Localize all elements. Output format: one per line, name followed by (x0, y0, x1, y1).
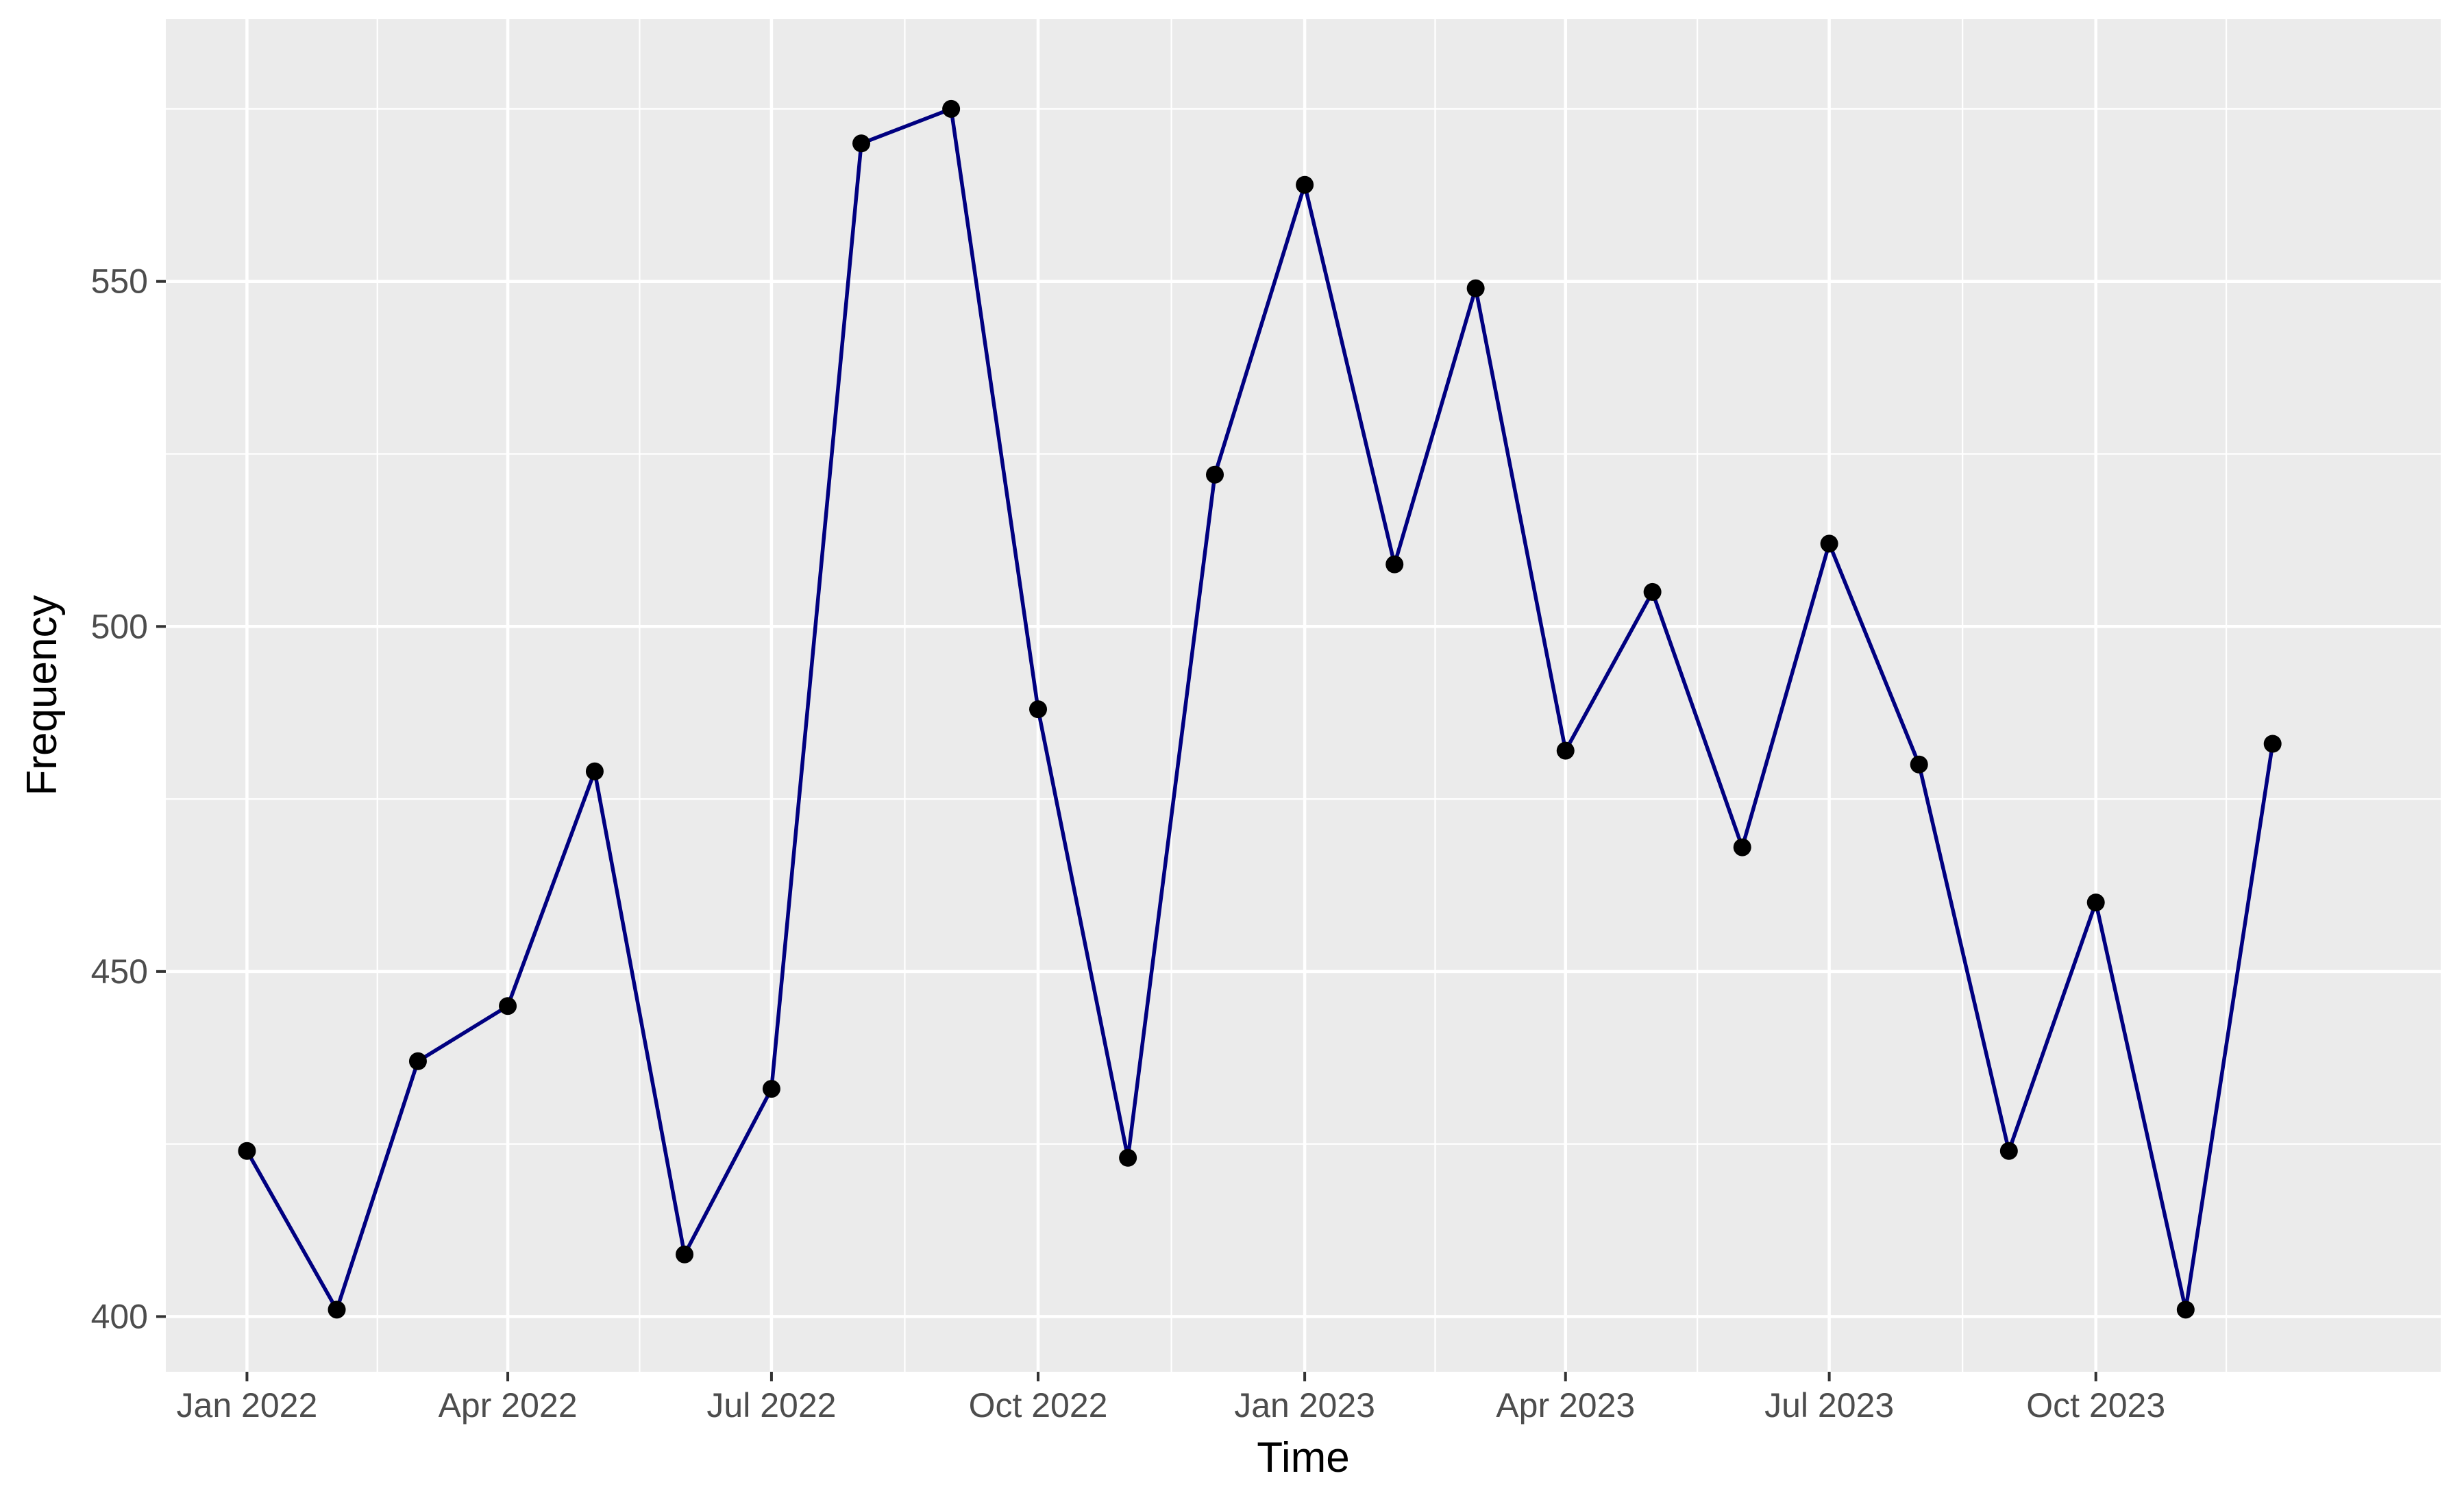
data-point (1820, 534, 1838, 553)
y-tick-label: 400 (91, 1297, 148, 1335)
data-point (1643, 582, 1662, 601)
series-line-group (245, 107, 2275, 1312)
data-point (2176, 1300, 2195, 1319)
x-tick-label: Jul 2022 (706, 1386, 836, 1425)
data-point (1733, 838, 1751, 856)
x-tick-label: Apr 2022 (439, 1386, 578, 1425)
data-point (1910, 755, 1928, 774)
x-tick-label: Jan 2023 (1234, 1386, 1375, 1425)
data-point (1999, 1142, 2018, 1160)
data-point (1206, 465, 1224, 484)
x-tick-label: Apr 2023 (1496, 1386, 1635, 1425)
data-point (1296, 175, 1314, 194)
data-points (238, 99, 2282, 1319)
data-point (238, 1142, 256, 1160)
y-tick-label: 500 (91, 607, 148, 645)
x-tick-label: Oct 2022 (969, 1386, 1108, 1425)
data-point (408, 1052, 427, 1070)
data-point (676, 1245, 694, 1263)
data-point (1466, 279, 1485, 297)
data-point (942, 99, 961, 118)
data-point (852, 134, 871, 153)
data-point (328, 1300, 346, 1319)
data-point (1029, 700, 1048, 719)
data-point (499, 997, 517, 1015)
data-point (1385, 555, 1404, 574)
data-point (585, 762, 604, 780)
x-tick-label: Jul 2023 (1764, 1386, 1894, 1425)
y-tick-label: 450 (91, 952, 148, 991)
y-axis-title: Frequency (19, 595, 66, 796)
data-point (1556, 741, 1575, 760)
x-tick-label: Jan 2022 (177, 1386, 318, 1425)
tick-labels: 400 450 500 550 Jan 2022 Apr 2022 Jul 2022 Oct … (91, 262, 2166, 1425)
data-point (762, 1080, 780, 1098)
x-tick-label: Oct 2023 (2026, 1386, 2165, 1425)
axis-ticks (156, 280, 2097, 1381)
data-point (2263, 735, 2282, 753)
major-gridlines (166, 19, 2441, 1372)
data-point (1119, 1148, 1137, 1167)
data-point (2086, 893, 2105, 912)
y-tick-label: 550 (91, 262, 148, 301)
series-line (245, 107, 2275, 1312)
x-axis-title: Time (1257, 1434, 1349, 1481)
